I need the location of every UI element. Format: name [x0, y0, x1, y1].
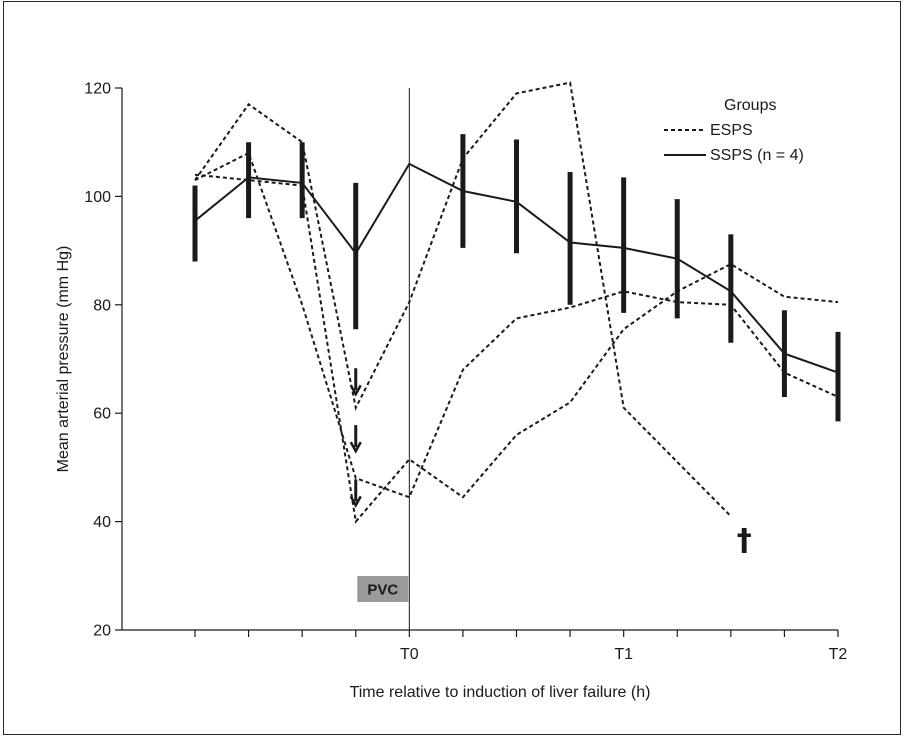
- legend-entry-label: SSPS (n = 4): [710, 147, 804, 164]
- annotation-group: PVC †: [349, 368, 752, 602]
- arrow-head: [349, 441, 362, 454]
- y-axis-title: Mean arterial pressure (mm Hg): [55, 246, 72, 473]
- y-tick-label: 20: [93, 623, 111, 640]
- pvc-label: PVC: [367, 582, 398, 599]
- y-tick-label: 80: [93, 297, 111, 314]
- x-tick-label: T2: [829, 646, 848, 663]
- axes-group: 20 40 60 80 100 120 T0 T1 T2: [84, 81, 847, 664]
- legend-entry-label: ESPS: [710, 122, 753, 139]
- down-arrow-icon: [349, 479, 362, 508]
- x-axis-title: Time relative to induction of liver fail…: [350, 684, 651, 701]
- legend-title: Groups: [724, 97, 776, 114]
- down-arrow-icon: [349, 368, 362, 397]
- figure-frame: [3, 1, 901, 735]
- ssps-series-line: [194, 162, 839, 374]
- series-group: [192, 81, 841, 524]
- x-tick-label: T0: [400, 646, 419, 663]
- y-tick-label: 40: [93, 514, 111, 531]
- death-marker: †: [737, 523, 752, 558]
- y-tick-label: 120: [84, 81, 111, 98]
- arrow-head: [349, 495, 362, 508]
- y-tick-label: 100: [84, 189, 111, 206]
- down-arrow-icon: [349, 425, 362, 454]
- pvc-box: [357, 576, 409, 602]
- x-tick-label: T1: [614, 646, 633, 663]
- y-tick-label: 60: [93, 406, 111, 423]
- legend: Groups ESPS SSPS (n = 4): [664, 97, 804, 164]
